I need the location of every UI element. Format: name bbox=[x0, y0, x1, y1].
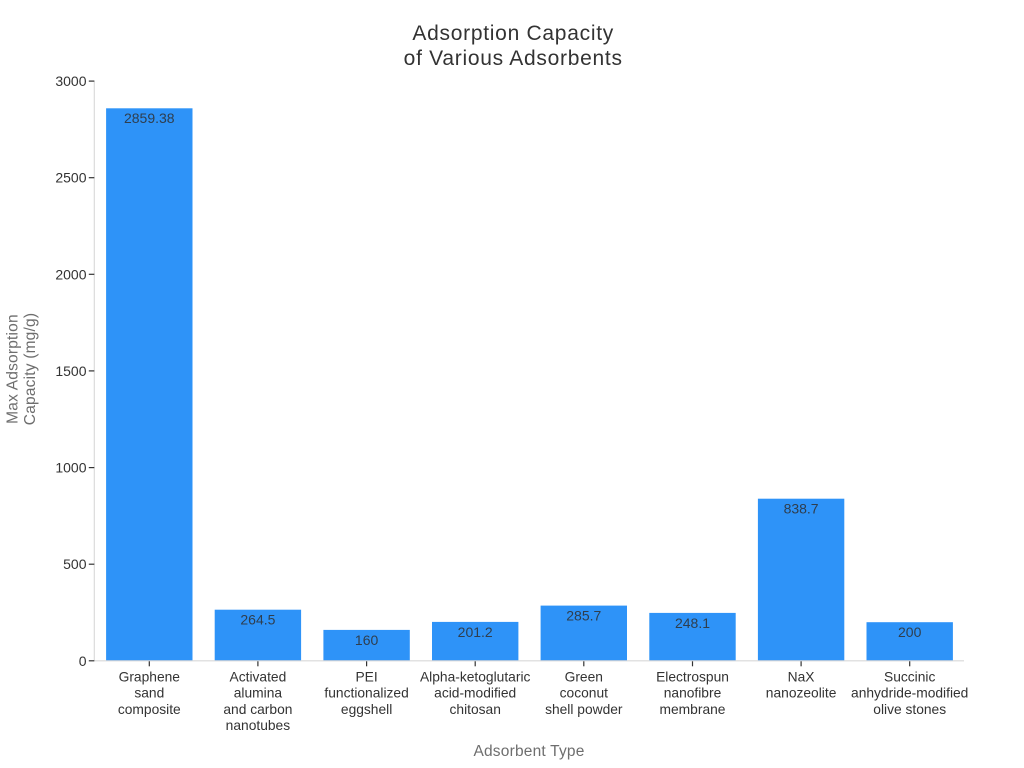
svg-text:acid-modified: acid-modified bbox=[434, 686, 516, 701]
svg-text:alumina: alumina bbox=[234, 686, 283, 701]
svg-text:functionalized: functionalized bbox=[324, 686, 408, 701]
svg-text:of Various Adsorbents: of Various Adsorbents bbox=[404, 47, 623, 70]
svg-text:Capacity (mg/g): Capacity (mg/g) bbox=[22, 313, 39, 425]
svg-text:1000: 1000 bbox=[55, 460, 86, 476]
svg-text:composite: composite bbox=[118, 702, 181, 717]
svg-text:membrane: membrane bbox=[660, 702, 726, 717]
svg-text:Activated: Activated bbox=[230, 670, 287, 685]
svg-text:Adsorption Capacity: Adsorption Capacity bbox=[412, 22, 614, 45]
svg-text:Green: Green bbox=[565, 670, 603, 685]
svg-text:285.7: 285.7 bbox=[566, 608, 601, 624]
svg-text:anhydride-modified: anhydride-modified bbox=[851, 686, 968, 701]
svg-text:Graphene: Graphene bbox=[119, 670, 181, 685]
svg-text:olive stones: olive stones bbox=[873, 702, 946, 717]
svg-text:Alpha-ketoglutaric: Alpha-ketoglutaric bbox=[420, 670, 531, 685]
svg-text:chitosan: chitosan bbox=[450, 702, 501, 717]
svg-text:sand: sand bbox=[134, 686, 164, 701]
svg-text:Adsorbent Type: Adsorbent Type bbox=[473, 743, 584, 760]
svg-text:coconut: coconut bbox=[560, 686, 608, 701]
svg-text:and carbon: and carbon bbox=[223, 702, 292, 717]
svg-text:2859.38: 2859.38 bbox=[124, 110, 175, 126]
svg-text:201.2: 201.2 bbox=[458, 624, 493, 640]
svg-text:2000: 2000 bbox=[55, 266, 86, 282]
svg-text:nanozeolite: nanozeolite bbox=[766, 686, 837, 701]
svg-text:1500: 1500 bbox=[55, 363, 86, 379]
svg-text:500: 500 bbox=[63, 556, 87, 572]
svg-text:PEI: PEI bbox=[355, 670, 377, 685]
svg-text:nanofibre: nanofibre bbox=[664, 686, 722, 701]
svg-text:248.1: 248.1 bbox=[675, 615, 710, 631]
svg-text:3000: 3000 bbox=[55, 73, 86, 89]
svg-text:160: 160 bbox=[355, 632, 379, 648]
svg-text:0: 0 bbox=[79, 653, 87, 669]
svg-text:shell powder: shell powder bbox=[545, 702, 623, 717]
svg-text:Succinic: Succinic bbox=[884, 670, 935, 685]
svg-text:264.5: 264.5 bbox=[240, 612, 275, 628]
svg-text:Max Adsorption: Max Adsorption bbox=[5, 314, 22, 424]
svg-text:2500: 2500 bbox=[55, 170, 86, 186]
svg-text:eggshell: eggshell bbox=[341, 702, 392, 717]
svg-text:Electrospun: Electrospun bbox=[656, 670, 729, 685]
svg-text:NaX: NaX bbox=[788, 670, 815, 685]
svg-text:200: 200 bbox=[898, 624, 922, 640]
svg-text:nanotubes: nanotubes bbox=[226, 718, 291, 733]
svg-text:838.7: 838.7 bbox=[784, 501, 819, 517]
